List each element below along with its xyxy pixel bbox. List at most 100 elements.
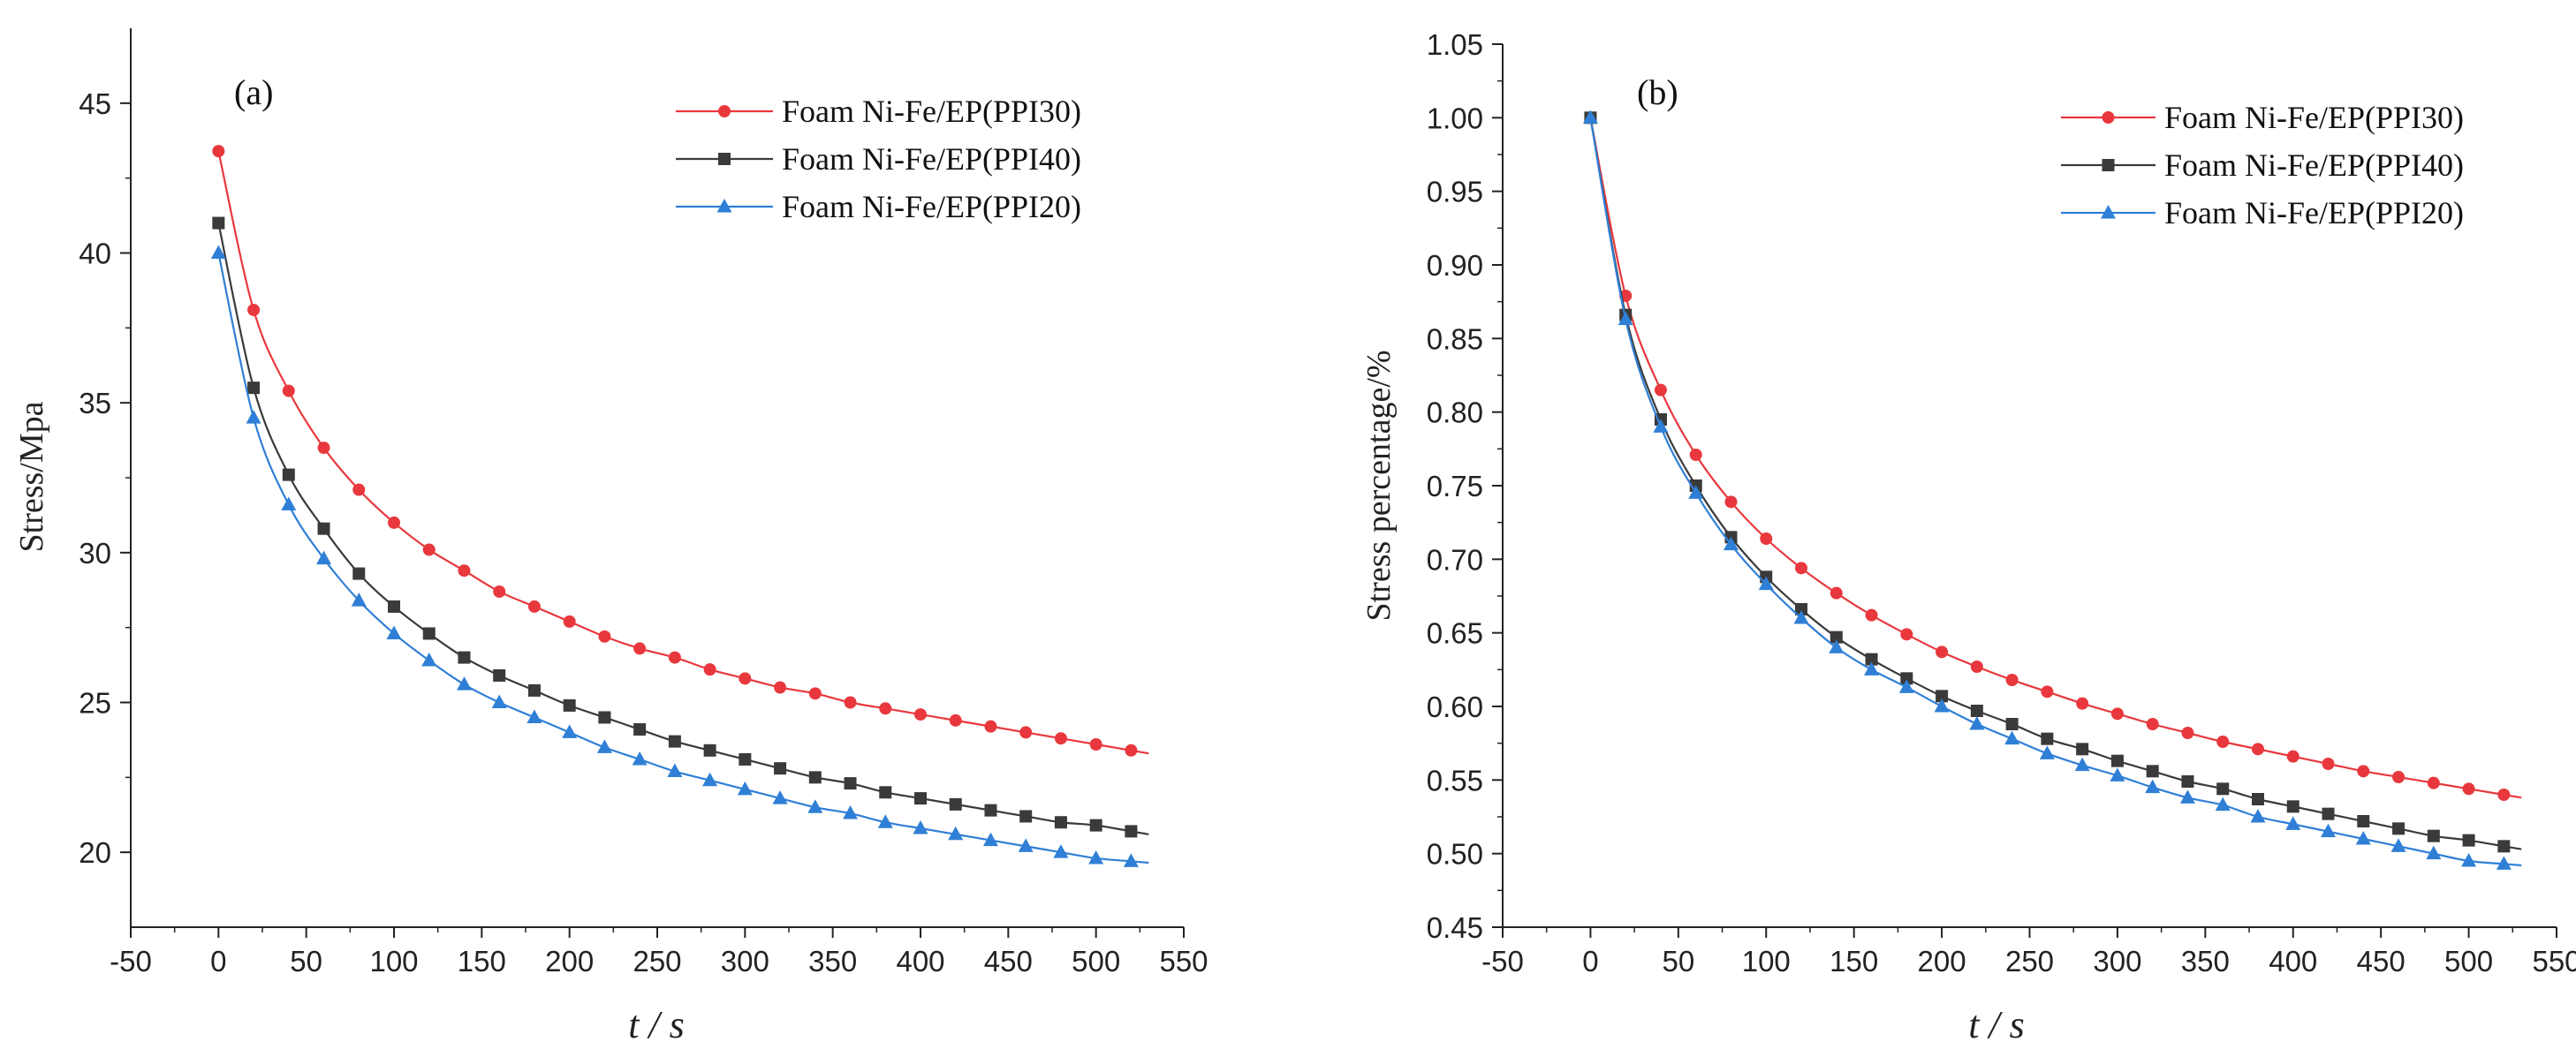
series-3	[1582, 109, 2522, 870]
data-point	[2004, 730, 2020, 745]
y-tick-label: 0.50	[1427, 838, 1483, 871]
data-point	[317, 522, 330, 535]
y-tick-label: 0.95	[1427, 176, 1483, 208]
y-tick-label: 0.55	[1427, 764, 1483, 797]
data-point	[668, 651, 681, 664]
series-line	[217, 223, 1149, 835]
data-point	[2251, 743, 2264, 756]
x-tick-label: 550	[1159, 945, 1208, 978]
x-tick-label: 500	[1072, 945, 1120, 978]
x-tick-label: 350	[2181, 945, 2230, 978]
data-point	[737, 781, 753, 796]
x-tick-label: 350	[808, 945, 857, 978]
data-point	[562, 724, 578, 738]
y-tick-label: 1.05	[1427, 28, 1483, 61]
data-point	[281, 496, 297, 511]
data-point	[703, 663, 716, 676]
data-point	[246, 410, 261, 424]
data-point	[739, 672, 752, 685]
legend-marker	[718, 105, 731, 117]
data-point	[1900, 672, 1913, 685]
data-point	[844, 777, 857, 790]
data-point	[2251, 793, 2264, 805]
y-tick-label: 0.70	[1427, 543, 1483, 576]
x-axis-title: t / s	[628, 1003, 685, 1046]
data-point	[1618, 311, 1633, 326]
legend: Foam Ni-Fe/EP(PPI30) Foam Ni-Fe/EP(PPI40)…	[676, 94, 1081, 224]
x-tick-label: -50	[1481, 945, 1524, 978]
data-point	[667, 763, 683, 778]
data-point	[2110, 767, 2125, 781]
data-point	[316, 550, 332, 565]
data-point	[563, 615, 576, 628]
data-point	[948, 826, 964, 841]
data-point	[2110, 754, 2124, 767]
data-point	[1830, 586, 1843, 600]
data-point	[984, 804, 997, 817]
data-point	[421, 652, 437, 667]
data-point	[493, 668, 506, 682]
data-point	[2321, 823, 2337, 838]
data-point	[596, 739, 612, 753]
data-point	[949, 713, 962, 727]
data-point	[2357, 815, 2370, 827]
y-axis-title: Stress percentage/%	[1360, 350, 1398, 621]
data-point	[598, 711, 611, 724]
data-point	[2074, 757, 2090, 772]
data-point	[1795, 603, 1808, 615]
data-point	[2039, 745, 2055, 759]
y-tick-label: 0.75	[1427, 470, 1483, 502]
data-point	[2322, 807, 2335, 820]
data-point	[984, 720, 997, 733]
y-tick-label: 1.00	[1427, 102, 1483, 134]
x-tick-label: 50	[290, 945, 322, 978]
data-point	[2145, 779, 2161, 794]
series-2	[212, 216, 1149, 838]
data-point	[247, 381, 261, 395]
data-point	[1054, 816, 1067, 829]
data-point	[1829, 639, 1845, 653]
data-point	[2146, 765, 2159, 778]
series-1	[212, 145, 1149, 757]
data-point	[458, 651, 471, 664]
data-point	[633, 723, 647, 736]
data-point	[774, 681, 787, 694]
data-point	[2461, 853, 2477, 867]
y-tick-label: 0.60	[1427, 691, 1483, 723]
data-point	[1125, 744, 1138, 757]
data-point	[877, 814, 893, 828]
data-point	[2076, 697, 2089, 710]
data-point	[1865, 608, 1878, 622]
data-point	[2286, 750, 2299, 763]
data-point	[2285, 816, 2301, 830]
legend-label: Foam Ni-Fe/EP(PPI30)	[782, 94, 1081, 129]
x-tick-label: 400	[2269, 945, 2317, 978]
data-point	[1758, 576, 1774, 591]
x-tick-label: 100	[1742, 945, 1791, 978]
data-point	[879, 702, 892, 715]
legend-label: Foam Ni-Fe/EP(PPI30)	[2164, 100, 2464, 135]
series-3	[210, 245, 1149, 867]
data-point	[2497, 840, 2511, 853]
data-point	[527, 600, 541, 613]
data-point	[2392, 822, 2406, 835]
data-point	[1123, 853, 1139, 867]
data-point	[1688, 485, 1704, 499]
data-point	[1018, 838, 1034, 852]
series-1	[1584, 111, 2522, 801]
data-point	[386, 625, 402, 639]
data-point	[1019, 810, 1033, 823]
data-point	[2426, 845, 2442, 860]
x-tick-label: 550	[2532, 945, 2576, 978]
legend-item: Foam Ni-Fe/EP(PPI40)	[2061, 147, 2464, 183]
x-tick-label: 400	[896, 945, 944, 978]
series-line	[1589, 117, 2522, 850]
legend-label: Foam Ni-Fe/EP(PPI40)	[782, 141, 1081, 177]
legend-item: Foam Ni-Fe/EP(PPI40)	[676, 141, 1081, 177]
data-point	[1936, 690, 1949, 703]
x-tick-label: 250	[633, 945, 681, 978]
series-2	[1584, 111, 2522, 853]
data-point	[2286, 800, 2299, 813]
data-point	[456, 676, 472, 691]
